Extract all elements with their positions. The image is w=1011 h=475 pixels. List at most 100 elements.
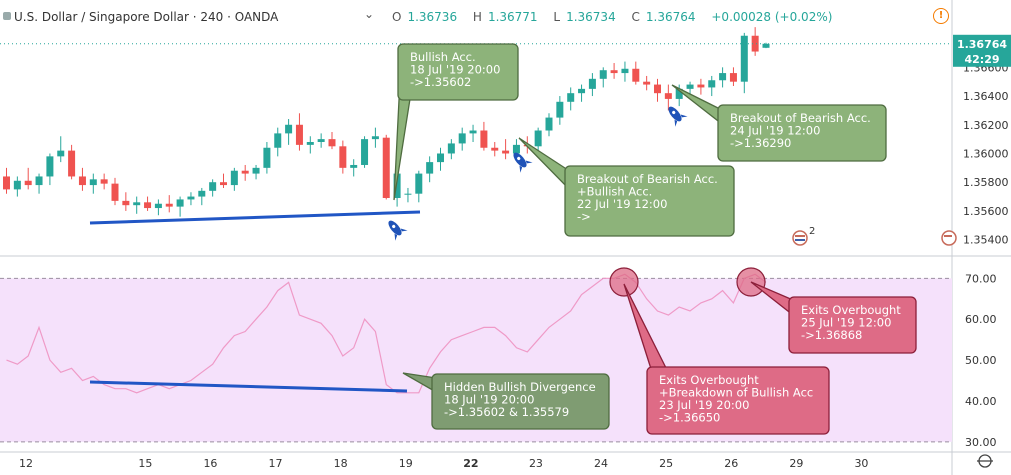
candle[interactable] (415, 170, 423, 203)
candle[interactable] (751, 27, 759, 56)
candle[interactable] (328, 131, 336, 150)
candle[interactable] (361, 136, 369, 168)
candle[interactable] (122, 192, 130, 211)
candle[interactable] (502, 139, 510, 160)
flag-icon[interactable] (941, 230, 957, 246)
candle[interactable] (3, 167, 10, 194)
annotation-callout[interactable]: Breakout of Bearish Acc.+Bullish Acc.22 … (518, 137, 735, 237)
candle[interactable] (68, 144, 76, 180)
candle[interactable] (664, 84, 672, 111)
candle-body (230, 170, 238, 186)
candle-body (274, 133, 282, 148)
candle[interactable] (729, 67, 737, 86)
candle[interactable] (610, 63, 618, 79)
candle[interactable] (198, 187, 206, 206)
candle[interactable] (57, 136, 65, 163)
candle[interactable] (491, 142, 499, 157)
time-tick-label: 18 (334, 457, 348, 470)
candle[interactable] (317, 133, 325, 148)
candle[interactable] (209, 179, 217, 197)
candle[interactable] (144, 196, 152, 211)
candle[interactable] (545, 113, 553, 137)
annotation-callout[interactable]: Bullish Acc.18 Jul '19 20:00->1.35602 (393, 43, 519, 201)
candle[interactable] (632, 61, 640, 85)
candle[interactable] (165, 195, 173, 213)
candle[interactable] (89, 173, 97, 194)
candle[interactable] (220, 173, 227, 188)
candle[interactable] (187, 192, 195, 206)
candle-body (469, 130, 477, 134)
candle[interactable] (599, 67, 607, 88)
candle[interactable] (306, 136, 314, 154)
candle[interactable] (447, 139, 455, 160)
candle[interactable] (371, 127, 379, 148)
warning-icon[interactable]: ! (933, 8, 949, 24)
candle[interactable] (643, 75, 651, 91)
chevron-down-icon[interactable]: ⌄ (364, 7, 375, 21)
candle[interactable] (274, 127, 282, 157)
candle[interactable] (404, 187, 412, 203)
candle[interactable] (241, 164, 249, 181)
time-tick-label: 25 (659, 457, 673, 470)
callout-text: ->1.35602 (410, 75, 471, 89)
flag-icon[interactable] (792, 230, 808, 246)
candle[interactable] (154, 199, 162, 216)
candle[interactable] (458, 127, 466, 151)
candle[interactable] (697, 78, 705, 95)
time-tick-label: 29 (789, 457, 803, 470)
overbought-exit-marker (609, 267, 639, 297)
candle[interactable] (24, 167, 32, 190)
candle-body (393, 173, 401, 198)
annotation-callout[interactable]: Breakout of Bearish Acc.24 Jul '19 12:00… (671, 84, 887, 162)
candle[interactable] (133, 196, 141, 214)
candle[interactable] (762, 42, 770, 49)
events-badge[interactable]: 2 (792, 226, 815, 246)
candle[interactable] (350, 159, 358, 177)
candle[interactable] (534, 127, 542, 151)
events-badge-edge[interactable] (941, 230, 957, 246)
candle[interactable] (719, 67, 727, 88)
annotation-callout[interactable]: Exits Overbought+Breakdown of Bullish Ac… (623, 283, 830, 435)
candle[interactable] (437, 147, 444, 171)
candle[interactable] (578, 84, 586, 102)
candle[interactable] (740, 32, 748, 94)
candle[interactable] (295, 113, 303, 151)
candle[interactable] (252, 164, 260, 180)
candle[interactable] (285, 119, 293, 145)
candle[interactable] (480, 121, 488, 151)
rsi-trendline[interactable] (89, 380, 408, 393)
candle[interactable] (176, 196, 184, 217)
low-label: L (553, 10, 561, 24)
candle[interactable] (621, 61, 629, 82)
callout-box (564, 165, 735, 237)
candle[interactable] (35, 173, 43, 194)
visibility-icon[interactable] (3, 12, 11, 20)
price-badge-bg (953, 34, 1011, 67)
rsi-line[interactable] (6, 273, 767, 394)
candle[interactable] (13, 176, 21, 197)
candle-body (122, 200, 130, 206)
candle[interactable] (382, 134, 390, 200)
candle-body (599, 70, 607, 79)
candle[interactable] (339, 140, 347, 174)
candle[interactable] (426, 156, 434, 183)
price-axis-panel (952, 0, 1011, 475)
candle[interactable] (230, 167, 238, 191)
candle[interactable] (708, 75, 716, 97)
price-trendline[interactable] (89, 210, 421, 225)
candle[interactable] (263, 142, 271, 174)
candle[interactable] (469, 124, 477, 142)
candle[interactable] (111, 177, 119, 206)
scroll-to-realtime-icon[interactable] (977, 454, 993, 468)
candle[interactable] (588, 73, 596, 97)
symbol-title[interactable]: U.S. Dollar / Singapore Dollar · 240 · O… (14, 10, 279, 24)
candle[interactable] (556, 96, 564, 125)
candle[interactable] (46, 153, 54, 186)
candle[interactable] (567, 87, 575, 111)
candle[interactable] (100, 173, 108, 190)
candle[interactable] (654, 78, 661, 102)
candle[interactable] (78, 167, 86, 191)
